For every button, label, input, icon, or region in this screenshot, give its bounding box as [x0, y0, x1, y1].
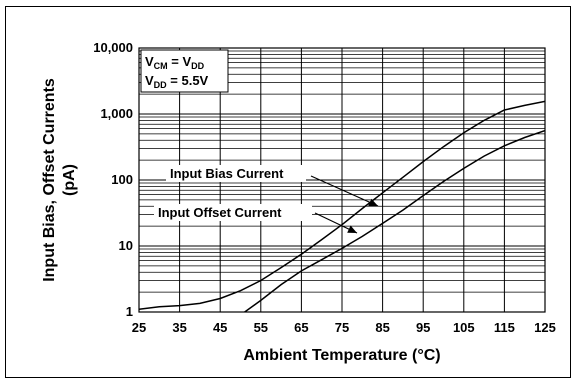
condition-vdd: VDD = 5.5V: [145, 73, 209, 90]
x-tick-label: 65: [294, 320, 308, 335]
condition-text: V: [145, 73, 154, 88]
tick-labels: 25 35 45 55 65 75 85 95 105 115 125 1 10 100 1,000 10,0…: [93, 40, 556, 335]
condition-text: = 5.5V: [167, 73, 209, 88]
x-tick-label: 95: [416, 320, 430, 335]
y-tick-label: 1,000: [100, 106, 133, 121]
series-layer: [139, 100, 545, 312]
bias-label-background: [166, 165, 306, 182]
offset-arrowhead: [347, 225, 357, 233]
condition-vcm: VCM = VDD: [145, 54, 205, 71]
x-tick-label: 85: [375, 320, 389, 335]
bias-arrow: [310, 175, 379, 207]
series-label-bias: Input Bias Current: [170, 166, 284, 181]
x-tick-label: 55: [254, 320, 268, 335]
y-tick-label: 10: [119, 238, 133, 253]
y-axis-label-line2: (pA): [61, 164, 78, 196]
series-label-offset: Input Offset Current: [158, 205, 282, 220]
x-tick-label: 115: [494, 320, 515, 335]
condition-text: = V: [168, 54, 192, 69]
series-line-bias: [139, 100, 545, 311]
x-tick-label: 45: [213, 320, 227, 335]
x-tick-label: 35: [172, 320, 186, 335]
bias-arrowhead: [368, 198, 378, 206]
x-tick-label: 25: [132, 320, 146, 335]
conditions-box: [140, 49, 229, 93]
x-axis-label: Ambient Temperature (°C): [243, 347, 440, 364]
y-axis-label-line1: Input Bias, Offset Currents: [41, 78, 58, 282]
y-tick-label: 1: [126, 304, 133, 319]
condition-subscript: CM: [154, 61, 168, 71]
condition-subscript: DD: [191, 61, 204, 71]
y-tick-label: 100: [111, 172, 133, 187]
x-tick-label: 125: [534, 320, 556, 335]
condition-subscript: DD: [154, 80, 167, 90]
series-line-offset: [243, 129, 545, 312]
y-tick-label: 10,000: [93, 40, 133, 55]
condition-text: V: [145, 54, 154, 69]
x-tick-label: 75: [335, 320, 349, 335]
plot-border: [138, 47, 546, 313]
x-tick-label: 105: [453, 320, 475, 335]
offset-label-background: [154, 204, 312, 221]
